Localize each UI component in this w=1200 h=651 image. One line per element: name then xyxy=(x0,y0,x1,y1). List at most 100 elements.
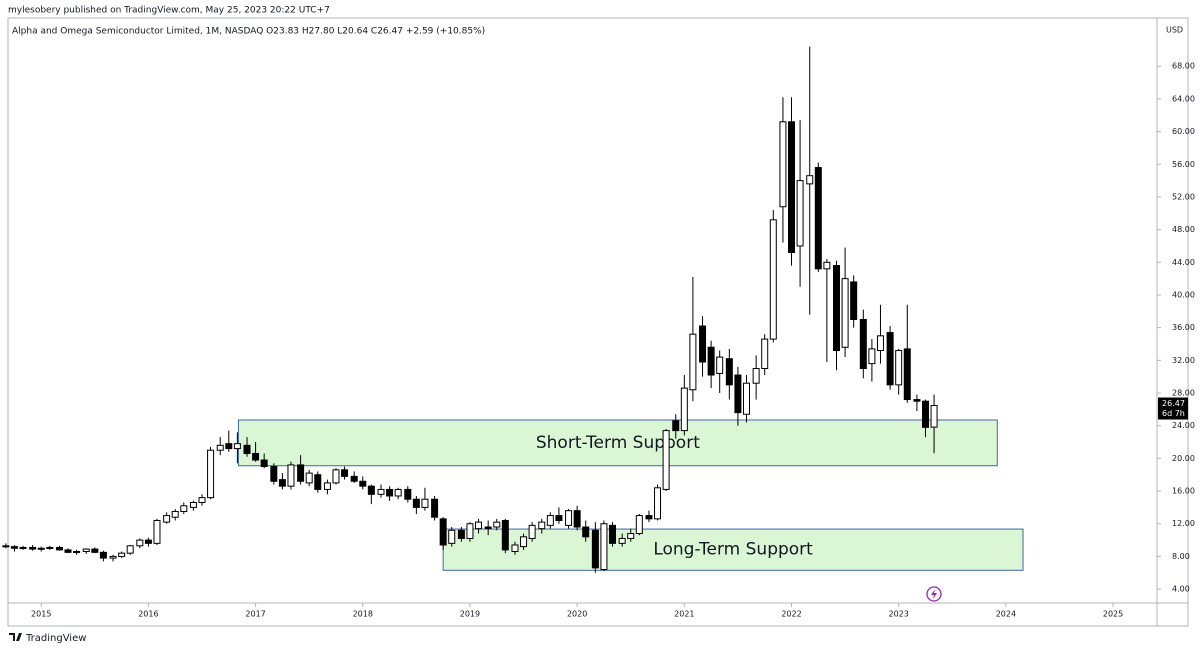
y-tick-label: 64.00 xyxy=(1172,94,1195,103)
candle-body xyxy=(538,521,546,530)
y-tick-label: 28.00 xyxy=(1172,389,1195,398)
y-tick-label: 52.00 xyxy=(1172,192,1195,201)
x-tick-label: 2017 xyxy=(245,610,265,619)
y-tick-label: 56.00 xyxy=(1172,160,1195,169)
candle-body xyxy=(841,278,849,348)
candle-body xyxy=(635,515,643,535)
y-tick-label: 4.00 xyxy=(1172,585,1190,594)
candle-body xyxy=(886,332,894,386)
y-tick-label: 8.00 xyxy=(1172,552,1190,561)
candle-body xyxy=(55,546,63,551)
candle-body xyxy=(377,488,385,495)
candle-body xyxy=(627,533,635,539)
candle-body xyxy=(546,515,554,526)
candle-body xyxy=(412,498,420,508)
candle-body xyxy=(868,348,876,365)
candle-body xyxy=(618,537,626,544)
candle-body xyxy=(654,487,662,520)
candle-body xyxy=(180,505,188,512)
candle-body xyxy=(37,547,45,550)
candle-body xyxy=(260,459,268,468)
x-tick-label: 2025 xyxy=(1103,610,1123,619)
candle-body xyxy=(332,469,340,484)
candle-body xyxy=(2,545,10,548)
currency-label: USD xyxy=(1166,26,1183,35)
candle-body xyxy=(591,529,599,569)
candle-body xyxy=(779,121,787,208)
candle-body xyxy=(493,521,501,528)
y-tick-label: 60.00 xyxy=(1172,127,1195,136)
candle-body xyxy=(225,443,233,450)
candle-body xyxy=(171,510,179,518)
candle-body xyxy=(833,265,841,352)
candle-body xyxy=(520,536,528,548)
zone-label: Short-Term Support xyxy=(536,433,700,453)
candle-body xyxy=(769,219,777,340)
candle-body xyxy=(752,368,760,384)
candles xyxy=(2,46,938,573)
candle-body xyxy=(10,546,18,549)
candle-body xyxy=(118,552,126,557)
candle-body xyxy=(716,356,724,374)
candle-body xyxy=(323,482,331,490)
candle-body xyxy=(457,529,465,539)
footer-brand: TradingView xyxy=(25,633,86,644)
y-tick-label: 48.00 xyxy=(1172,225,1195,234)
y-tick-label: 44.00 xyxy=(1172,258,1195,267)
candle-body xyxy=(742,382,750,415)
candle-body xyxy=(305,472,313,484)
candle-body xyxy=(431,498,439,518)
candle-body xyxy=(394,488,402,497)
y-tick-label: 16.00 xyxy=(1172,487,1195,496)
x-tick-label: 2021 xyxy=(674,610,694,619)
y-tick-label: 20.00 xyxy=(1172,454,1195,463)
candle-body xyxy=(903,348,911,401)
candle-body xyxy=(189,502,197,508)
candle-body xyxy=(359,480,367,487)
candle-body xyxy=(796,180,804,247)
candle-body xyxy=(680,387,688,432)
x-tick-label: 2020 xyxy=(567,610,587,619)
candle-body xyxy=(806,175,814,185)
candle-body xyxy=(814,167,822,270)
candle-body xyxy=(707,346,715,376)
candle-body xyxy=(99,551,107,559)
y-tick-label: 68.00 xyxy=(1172,62,1195,71)
candle-body xyxy=(788,121,796,253)
candle-body xyxy=(662,430,670,490)
candle-body xyxy=(367,485,375,495)
candle-body xyxy=(439,518,447,546)
candle-body xyxy=(475,521,483,530)
support-zone xyxy=(237,419,998,467)
bar-countdown: 6d 7h xyxy=(1162,409,1185,418)
candle-body xyxy=(565,510,573,526)
y-tick-label: 32.00 xyxy=(1172,356,1195,365)
candle-body xyxy=(466,523,474,539)
candle-body xyxy=(270,466,278,482)
candle-body xyxy=(582,526,590,538)
candle-body xyxy=(109,555,117,559)
candle-body xyxy=(555,515,563,521)
candle-body xyxy=(645,515,653,520)
candle-body xyxy=(126,545,134,554)
candle-body xyxy=(600,523,608,571)
lightning-icon xyxy=(926,586,942,602)
x-tick-label: 2024 xyxy=(996,610,1016,619)
x-tick-label: 2016 xyxy=(138,610,158,619)
candle-body xyxy=(913,399,921,402)
candle-body xyxy=(484,526,492,530)
tradingview-logo: TradingView xyxy=(9,633,86,644)
publisher-line: mylesobery published on TradingView.com,… xyxy=(8,6,330,16)
candle-body xyxy=(876,335,884,352)
candle-body xyxy=(511,544,519,553)
candle-body xyxy=(404,488,412,500)
candle-body xyxy=(287,464,295,487)
candle-body xyxy=(243,444,251,454)
candle-body xyxy=(216,444,224,451)
candle-body xyxy=(386,488,394,497)
candle-body xyxy=(421,498,429,508)
candle-body xyxy=(91,548,99,553)
candle-body xyxy=(144,539,152,544)
y-tick-label: 40.00 xyxy=(1172,290,1195,299)
x-tick-label: 2018 xyxy=(353,610,373,619)
